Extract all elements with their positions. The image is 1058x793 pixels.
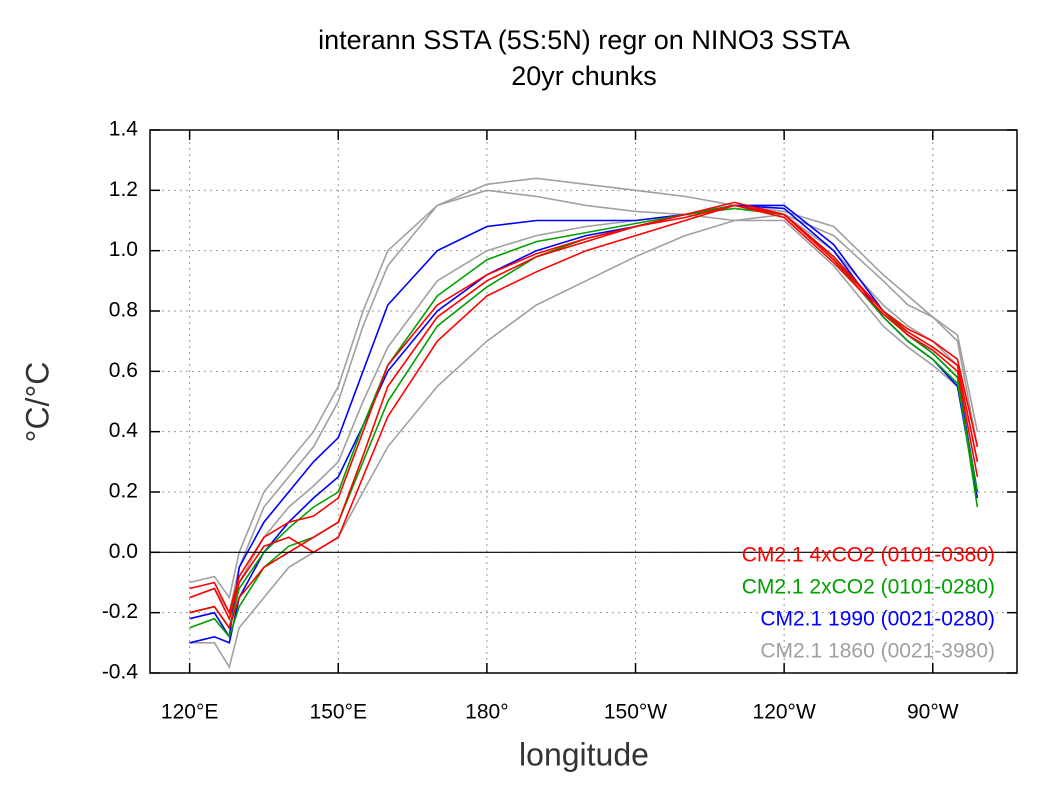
chart-title: interann SSTA (5S:5N) regr on NINO3 SSTA (318, 25, 850, 55)
x-axis-label: longitude (519, 736, 649, 772)
y-tick-label: -0.4 (102, 661, 139, 684)
series-line (189, 204, 979, 640)
legend-label: CM2.1 1860 (0021-3980) (760, 640, 995, 663)
x-tick-label: 180° (465, 701, 508, 724)
plot-frame (149, 129, 1018, 674)
series-line (189, 201, 979, 630)
chart-subtitle: 20yr chunks (511, 61, 657, 91)
legend-label: CM2.1 2xCO2 (0101-0280) (742, 576, 995, 599)
x-tick-label: 120°W (753, 701, 816, 724)
series-line (189, 207, 979, 630)
y-tick-label: 0.0 (109, 540, 138, 563)
y-axis-label: °C/°C (19, 362, 55, 443)
x-tick-label: 120°E (161, 701, 218, 724)
x-tick-label: 90°W (907, 701, 959, 724)
legend-label: CM2.1 4xCO2 (0101-0380) (742, 544, 995, 567)
y-tick-label: 0.2 (109, 480, 138, 503)
y-tick-label: -0.2 (102, 600, 138, 623)
y-tick-label: 0.4 (109, 419, 139, 442)
series-line (189, 204, 979, 639)
y-tick-label: 1.0 (109, 238, 138, 261)
legend-label: CM2.1 1990 (0021-0280) (760, 608, 995, 631)
y-tick-label: 0.8 (109, 299, 138, 322)
x-tick-label: 150°W (604, 701, 667, 724)
x-tick-label: 150°E (310, 701, 367, 724)
y-tick-label: 0.6 (109, 359, 138, 382)
y-tick-label: 1.4 (109, 118, 139, 141)
series-line (189, 219, 979, 670)
y-tick-label: 1.2 (109, 178, 138, 201)
series-line (189, 177, 979, 600)
series-line (189, 189, 979, 615)
series-line (189, 204, 979, 615)
